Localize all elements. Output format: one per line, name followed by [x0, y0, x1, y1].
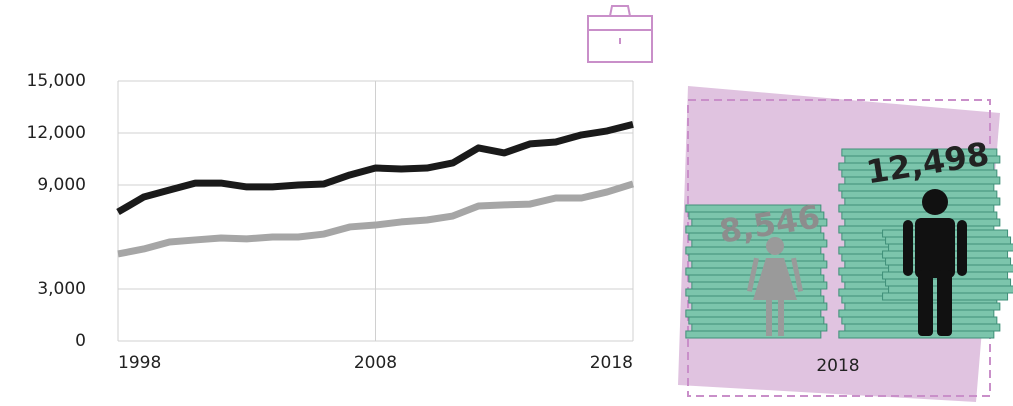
x-tick-label: 2018 — [590, 353, 633, 373]
bill — [838, 204, 995, 213]
bill — [685, 309, 822, 318]
bill — [688, 274, 825, 283]
x-tick-label: 1998 — [118, 353, 161, 373]
bill — [691, 260, 828, 269]
y-tick-label: 9,000 — [37, 175, 86, 195]
bill — [685, 246, 822, 255]
panel-year: 2018 — [816, 356, 859, 376]
x-tick-label: 2008 — [354, 353, 397, 373]
woman-icon — [746, 237, 804, 336]
y-tick-label: 12,000 — [27, 123, 86, 143]
y-tick-label: 0 — [75, 331, 86, 351]
series-line — [117, 180, 635, 258]
briefcase-icon — [587, 5, 653, 63]
bill — [841, 148, 998, 157]
bill — [841, 211, 998, 220]
bill — [691, 302, 828, 311]
bill — [838, 309, 995, 318]
y-tick-label: 3,000 — [37, 279, 86, 299]
bill — [688, 316, 825, 325]
man-icon — [903, 189, 967, 336]
series-line — [116, 120, 634, 216]
bill — [685, 204, 822, 213]
bill — [841, 190, 998, 199]
bill — [838, 330, 995, 339]
bill — [838, 183, 995, 192]
bill — [685, 330, 822, 339]
y-tick-label: 15,000 — [27, 71, 86, 91]
bill — [691, 323, 828, 332]
